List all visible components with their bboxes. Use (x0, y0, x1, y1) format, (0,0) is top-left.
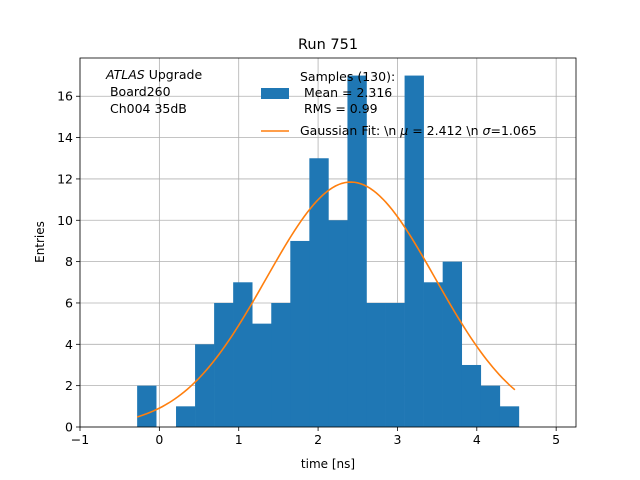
x-axis-label: time [ns] (301, 457, 355, 471)
histogram-bar-3 (195, 344, 215, 427)
legend-fit-suffix: =1.065 (490, 123, 536, 138)
histogram-bar-7 (271, 302, 291, 427)
annotation-line-3: Ch004 35dB (106, 101, 187, 116)
histogram-bar-12 (366, 302, 386, 427)
y-tick-label-3: 6 (65, 295, 73, 310)
y-tick-label-7: 14 (57, 130, 73, 145)
histogram-bar-2 (176, 406, 196, 427)
gaussian-fit-curve (136, 181, 516, 418)
histogram-bar-17 (461, 364, 482, 427)
legend-histogram-line-2: Mean = 2.316 (300, 85, 392, 100)
legend: Samples (130): Mean = 2.316 RMS = 0.99 G… (261, 69, 537, 138)
x-tick-label-1: 0 (155, 432, 163, 447)
annotation-upgrade: Upgrade (145, 67, 203, 82)
histogram-bar-4 (214, 302, 234, 427)
legend-histogram-swatch (261, 88, 289, 99)
legend-fit-mid: = 2.412 \n (408, 123, 482, 138)
histogram-bar-9 (309, 158, 329, 427)
histogram-bar-6 (252, 323, 272, 427)
y-axis-label: Entries (33, 221, 47, 263)
y-tick-label-1: 2 (65, 378, 73, 393)
x-tick-label-3: 2 (314, 432, 322, 447)
histogram-bar-5 (233, 282, 253, 427)
histogram-bar-13 (385, 302, 405, 427)
y-axis-ticks: 0 2 4 6 8 10 12 14 16 (57, 89, 80, 435)
legend-fit-label: Gaussian Fit: \n μ = 2.412 \n σ=1.065 (300, 123, 537, 138)
x-tick-label-2: 1 (235, 432, 243, 447)
legend-histogram-line-3: RMS = 0.99 (300, 101, 378, 116)
y-tick-label-4: 8 (65, 254, 73, 269)
legend-fit-mu: μ (399, 123, 408, 138)
annotation-atlas: ATLAS (105, 67, 145, 82)
legend-fit-sigma: σ (483, 123, 492, 138)
histogram-bar-0 (137, 385, 157, 427)
atlas-annotation: ATLAS Upgrade Board260 Ch004 35dB (105, 67, 202, 116)
annotation-line-2: Board260 (106, 84, 171, 99)
annotation-line-1: ATLAS Upgrade (105, 67, 202, 82)
y-tick-label-8: 16 (57, 89, 73, 104)
histogram-bars (137, 75, 520, 428)
histogram-bar-11 (347, 75, 367, 428)
histogram-bar-15 (423, 282, 443, 427)
y-tick-label-5: 10 (57, 213, 73, 228)
x-tick-label-4: 3 (393, 432, 401, 447)
histogram-bar-16 (442, 261, 463, 427)
y-tick-label-6: 12 (57, 171, 73, 186)
histogram-bar-10 (328, 220, 348, 427)
x-tick-label-0: −1 (71, 432, 89, 447)
histogram-bar-14 (404, 75, 424, 428)
legend-histogram-line-1: Samples (130): (300, 69, 395, 84)
x-axis-ticks: −1 0 1 2 3 4 5 (71, 427, 560, 447)
histogram-bar-19 (499, 406, 520, 427)
y-tick-label-0: 0 (65, 420, 73, 435)
histogram-bar-18 (480, 385, 501, 427)
chart-title: Run 751 (298, 37, 358, 53)
x-tick-label-5: 4 (473, 432, 481, 447)
histogram-bar-8 (290, 240, 310, 427)
x-tick-label-6: 5 (552, 432, 560, 447)
y-tick-label-2: 4 (65, 337, 73, 352)
gaussian-fit-line (136, 181, 516, 418)
legend-fit-prefix: Gaussian Fit: \n (300, 123, 400, 138)
plot-frame (79, 57, 577, 428)
